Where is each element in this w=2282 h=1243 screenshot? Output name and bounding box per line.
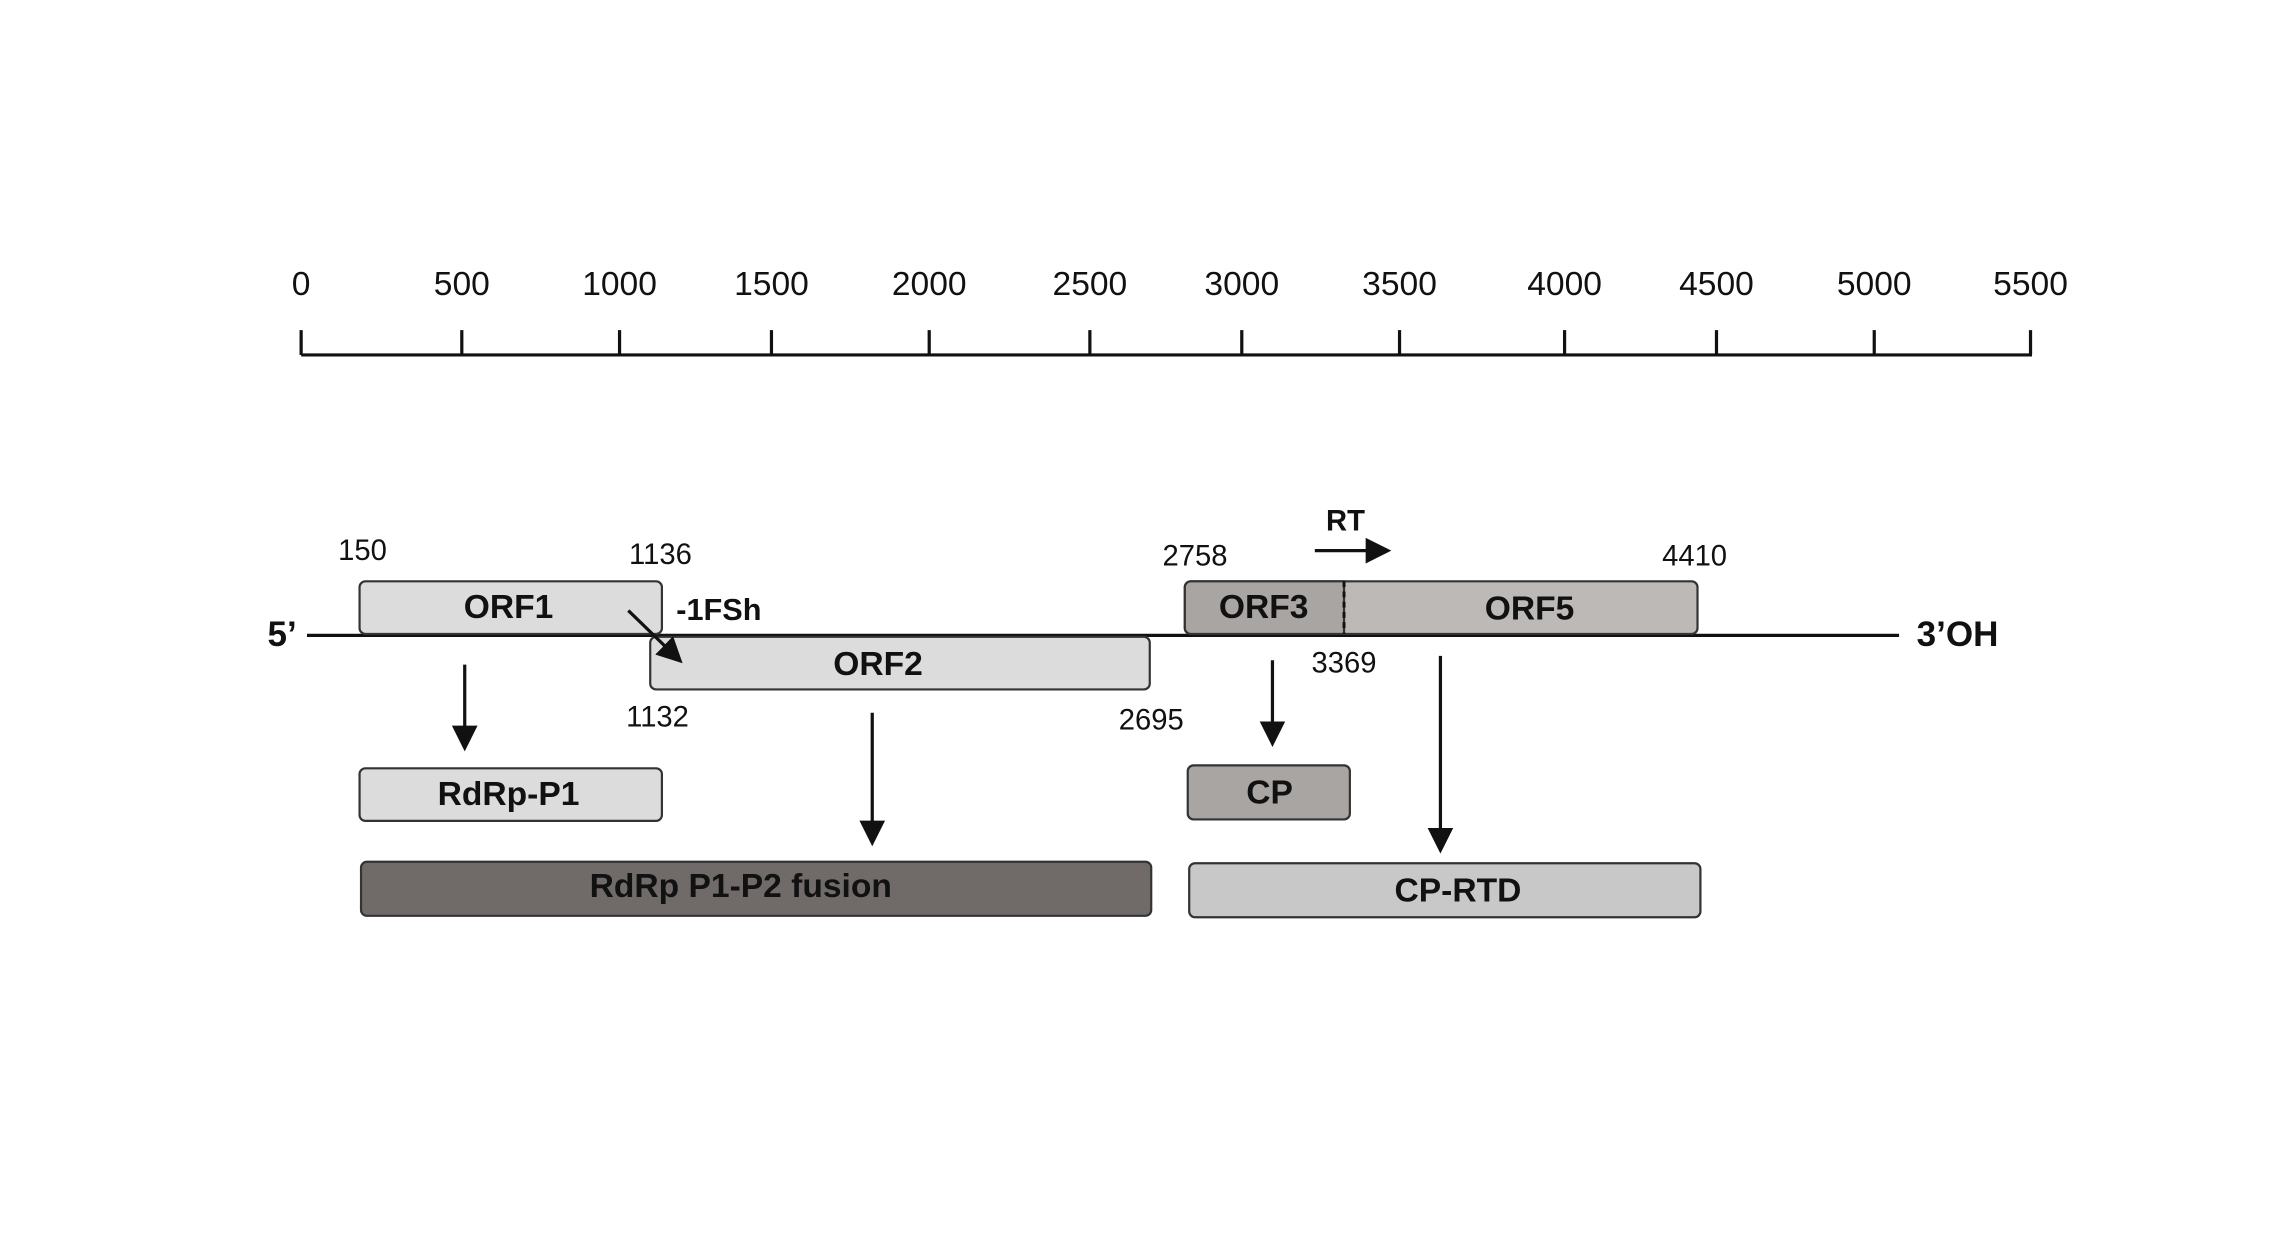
scale-tick-label: 3500 — [1362, 266, 1437, 303]
orf1-label: ORF1 — [464, 589, 554, 626]
orf3-start: 2758 — [1163, 541, 1228, 573]
product-label: CP-RTD — [1395, 872, 1522, 909]
frameshift-arrow — [627, 609, 683, 664]
scale-tick-label: 2500 — [1053, 266, 1128, 303]
scale-tick-label: 4500 — [1679, 266, 1754, 303]
five-prime-label: 5’ — [268, 615, 297, 654]
orf5-end: 4410 — [1662, 541, 1727, 573]
scale-tick-label: 4000 — [1527, 266, 1602, 303]
scale-tick-label: 5500 — [1993, 266, 2068, 303]
frameshift-label: -1FSh — [676, 593, 761, 627]
orf2-end: 2695 — [1119, 704, 1184, 736]
scale-tick-label: 1500 — [734, 266, 809, 303]
scale-tick-label: 1000 — [582, 266, 657, 303]
product-box — [358, 767, 664, 822]
product-box — [359, 860, 1153, 917]
scale-bar: 0 500 1000 1500 2000 2500 3000 3500 4000 4500 5000… — [292, 266, 2068, 357]
orf2-box — [649, 635, 1151, 691]
orf3-label: ORF3 — [1219, 589, 1309, 626]
scale-tick-label: 3000 — [1204, 266, 1279, 303]
product-box — [1188, 862, 1702, 919]
orf5-label: ORF5 — [1485, 590, 1575, 627]
orf1-box — [358, 580, 664, 636]
scale-tick-label: 2000 — [892, 266, 967, 303]
orf2-start: 1132 — [626, 701, 689, 733]
product-label: CP — [1246, 774, 1293, 811]
product-box — [1186, 764, 1351, 821]
product-label: RdRp P1-P2 fusion — [590, 868, 892, 905]
orf2-label: ORF2 — [833, 646, 923, 683]
scale-tick-label: 5000 — [1837, 266, 1912, 303]
scale-tick-label: 500 — [434, 266, 490, 303]
orf5-start: 3369 — [1312, 647, 1377, 679]
orf1-end: 1136 — [629, 539, 692, 571]
orf1-start: 150 — [338, 535, 387, 567]
product-label: RdRp-P1 — [438, 776, 580, 813]
orf3-box — [1183, 580, 1346, 636]
readthrough-label: RT — [1326, 506, 1365, 538]
three-prime-label: 3’OH — [1917, 615, 1999, 654]
scale-tick-label: 0 — [292, 266, 311, 303]
